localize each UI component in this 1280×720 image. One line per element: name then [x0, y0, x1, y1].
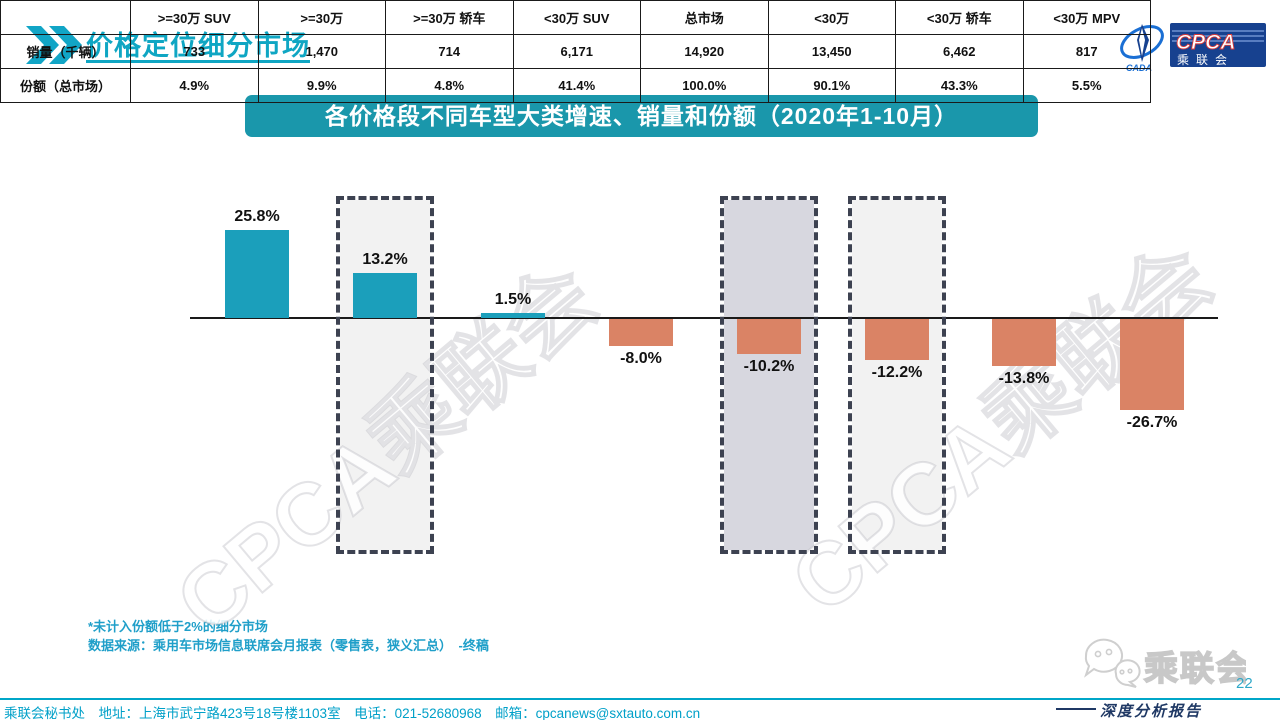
table-cell: 4.9%	[130, 68, 259, 103]
table-cell: 714	[385, 34, 514, 69]
table-row-label: 销量（千辆）	[0, 34, 131, 69]
footnote-2: 数据来源：乘用车市场信息联席会月报表（零售表，狭义汇总） -终稿	[88, 638, 489, 653]
watermark-text: CPCA乘联会	[772, 225, 1231, 633]
chart-bar	[737, 319, 801, 354]
chart-bar-label: 13.2%	[362, 251, 408, 268]
table-row: 销量（千辆） 733 1,470 714 6,171 14,920 13,450 6,462 8…	[0, 34, 1151, 69]
table-cell: 4.8%	[385, 68, 514, 103]
cpca-text: CPCA	[1176, 31, 1236, 54]
table-cell: 5.5%	[1022, 68, 1151, 103]
table-column-header: >=30万	[257, 0, 386, 35]
x-axis-line	[190, 317, 1218, 319]
wechat-logo-text: 乘联会	[1144, 650, 1246, 688]
footnote-1: *未计入份额低于2%的细分市场	[88, 619, 268, 634]
table-cell: 43.3%	[895, 68, 1024, 103]
table-column-header: >=30万 轿车	[385, 0, 514, 35]
chart-title-banner: 各价格段不同车型大类增速、销量和份额（2020年1-10月）	[245, 95, 1038, 137]
data-table-container: >=30万 SUV >=30万 >=30万 轿车 <30万 SUV 总市场 <30万 <30…	[0, 0, 1151, 103]
table-cell: 1,470	[257, 34, 386, 69]
table-column-header: <30万 MPV	[1022, 0, 1151, 35]
chart-bar-label: -10.2%	[743, 358, 795, 375]
highlight-box-border	[848, 196, 946, 554]
cpca-sub-text: 乘联会	[1177, 53, 1234, 67]
page-number: 22	[1236, 675, 1253, 692]
table-cell: 6,171	[512, 34, 641, 69]
table-cell: 41.4%	[512, 68, 641, 103]
chart-bar-label: -8.0%	[620, 350, 662, 367]
table-cell: 733	[130, 34, 259, 69]
chart-bar	[865, 319, 929, 360]
chart-bar	[1120, 319, 1184, 410]
highlight-box-fill	[724, 200, 814, 550]
highlight-box-border	[720, 196, 818, 554]
chart-bar-label: -12.2%	[871, 364, 923, 381]
highlight-box-fill	[340, 200, 430, 550]
chart-bar-label: 1.5%	[494, 291, 532, 308]
table-row: 份额（总市场） 4.9% 9.9% 4.8% 41.4% 100.0% 90.1% 43.3%…	[0, 68, 1151, 103]
table-corner-cell	[0, 0, 131, 35]
table-cell: 817	[1022, 34, 1151, 69]
table-column-header: >=30万 SUV	[130, 0, 259, 35]
table-row-label: 份额（总市场）	[0, 68, 131, 103]
footer-divider-line	[0, 698, 1280, 700]
table-column-header: <30万 SUV	[512, 0, 641, 35]
chart-bar-label: -26.7%	[1126, 414, 1178, 431]
table-column-header: <30万 轿车	[895, 0, 1024, 35]
chart-bar	[225, 230, 289, 318]
chart-bar-label: 25.8%	[234, 208, 280, 225]
highlight-box-fill	[852, 200, 942, 550]
table-column-header: 总市场	[640, 0, 769, 35]
wechat-account-logo: 乘联会	[1084, 638, 1246, 689]
table-cell: 90.1%	[767, 68, 896, 103]
table-cell: 9.9%	[257, 68, 386, 103]
chart-bar-label: -13.8%	[998, 370, 1050, 387]
report-label: 深度分析报告	[1100, 703, 1203, 720]
table-cell: 13,450	[767, 34, 896, 69]
chart-bar	[609, 319, 673, 346]
watermark-text: CPCA乘联会	[157, 245, 616, 653]
table-cell: 6,462	[895, 34, 1024, 69]
table-cell: 100.0%	[640, 68, 769, 103]
footnotes: *未计入份额低于2%的细分市场 数据来源：乘用车市场信息联席会月报表（零售表，狭…	[88, 617, 489, 655]
report-label-dash	[1056, 708, 1096, 710]
chart-bar	[353, 273, 417, 318]
contact-info: 乘联会秘书处 地址：上海市武宁路423号18号楼1103室 电话：021-526…	[4, 706, 701, 720]
chart-bar	[992, 319, 1056, 366]
highlight-box-border	[336, 196, 434, 554]
table-column-header: <30万	[767, 0, 896, 35]
data-table: >=30万 SUV >=30万 >=30万 轿车 <30万 SUV 总市场 <30万 <30…	[0, 0, 1151, 103]
table-cell: 14,920	[640, 34, 769, 69]
